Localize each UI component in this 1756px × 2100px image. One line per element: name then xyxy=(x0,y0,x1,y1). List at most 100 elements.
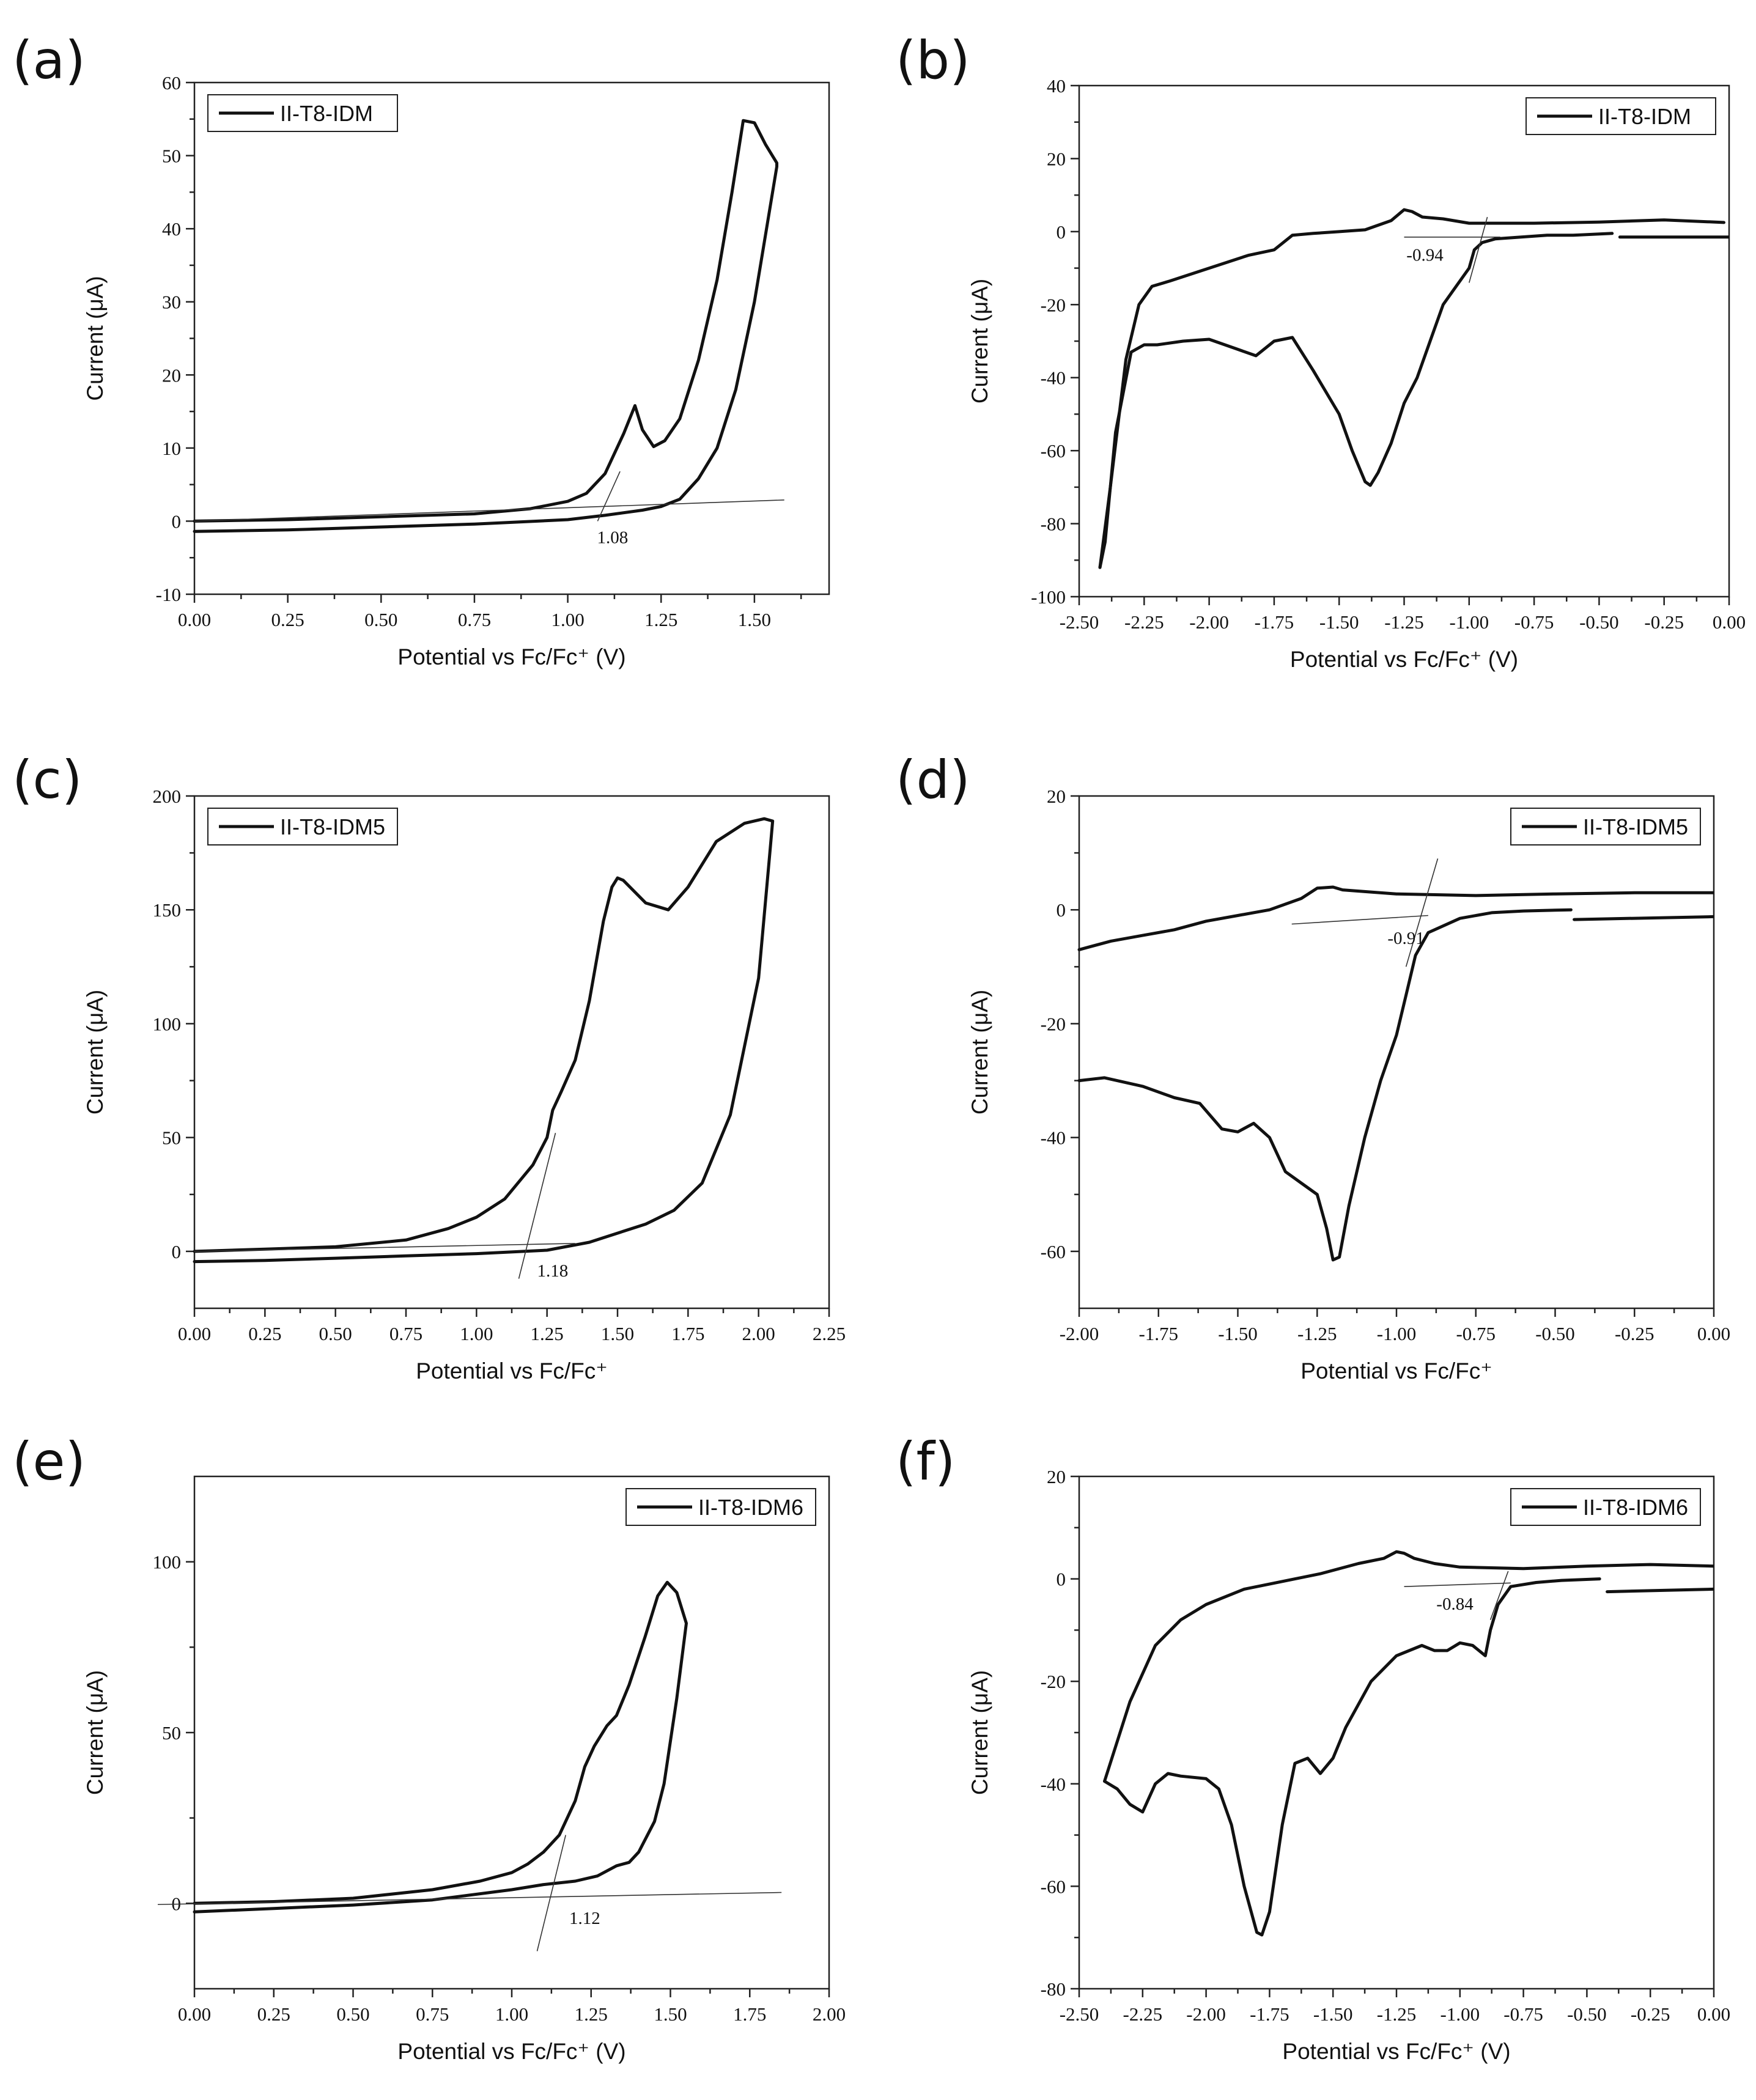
y-tick-label: -100 xyxy=(1031,586,1066,608)
x-tick-label: -1.25 xyxy=(1377,2003,1417,2025)
x-tick-label: 1.75 xyxy=(671,1323,704,1344)
chart-panel-1: (b) -2.50 -2.25 -2.00 -1.75 -1.50 -1.25 -1.00 -0… xyxy=(896,30,1746,672)
legend: II-T8-IDM xyxy=(207,94,398,132)
y-tick-label: 150 xyxy=(153,899,182,921)
x-tick-label: -1.25 xyxy=(1297,1323,1337,1344)
x-tick-label: 0.25 xyxy=(248,1323,281,1344)
y-tick-label: 20 xyxy=(1047,148,1066,169)
y-axis-title: Current (μA) xyxy=(967,279,992,403)
y-tick-label: 200 xyxy=(153,786,182,807)
data-layer xyxy=(193,119,784,533)
x-tick-label: -1.50 xyxy=(1218,1323,1258,1344)
plot-frame xyxy=(1078,795,1715,1310)
y-tick-label: 10 xyxy=(162,438,181,459)
onset-tangent-line xyxy=(1489,1571,1509,1620)
cv-curve-II-T8-IDM5-tail xyxy=(1573,915,1714,921)
x-tick-label: 0.50 xyxy=(319,1323,352,1344)
x-axis-title: Potential vs Fc/Fc⁺ (V) xyxy=(1282,2039,1510,2064)
x-tick-label: -1.50 xyxy=(1319,611,1359,633)
legend-label: II-T8-IDM xyxy=(1598,104,1691,129)
y-tick-label: 20 xyxy=(162,364,181,386)
y-tick-label: 100 xyxy=(153,1013,182,1034)
x-tick-label: -0.50 xyxy=(1535,1323,1575,1344)
x-tick-label: -0.75 xyxy=(1503,2003,1543,2025)
panel-label: (b) xyxy=(896,30,970,91)
legend: II-T8-IDM5 xyxy=(207,808,398,846)
y-tick-label: 20 xyxy=(1047,786,1066,807)
y-tick-label: 20 xyxy=(1047,1466,1066,1487)
y-tick-label: -80 xyxy=(1041,1978,1066,2000)
x-tick-label: 1.25 xyxy=(644,609,677,630)
x-tick-label: -1.00 xyxy=(1450,611,1489,633)
panel-label: (a) xyxy=(12,30,86,91)
y-tick-label: -80 xyxy=(1041,514,1066,535)
x-tick-label: 1.00 xyxy=(551,609,584,630)
chart-panel-0: (a) 0.00 0.25 0.50 0.75 1.00 1.25 1.50 -10 0 10 20 3… xyxy=(12,30,830,669)
y-axis-title: Current (μA) xyxy=(83,990,108,1114)
onset-tangent-line xyxy=(1291,915,1428,925)
x-tick-label: 0.00 xyxy=(1713,611,1746,633)
cv-curve-II-T8-IDM-upper xyxy=(1098,208,1725,569)
y-tick-label: 40 xyxy=(162,218,181,240)
y-tick-label: 100 xyxy=(153,1552,182,1573)
x-tick-label: -1.00 xyxy=(1441,2003,1480,2025)
onset-potential-label: 1.18 xyxy=(537,1261,569,1281)
y-tick-label: 50 xyxy=(162,1127,181,1149)
data-layer xyxy=(1103,1550,1714,1937)
panel-label: (e) xyxy=(12,1431,86,1492)
x-tick-label: 0.50 xyxy=(364,609,397,630)
onset-tangent-line xyxy=(597,471,621,521)
x-tick-label: -0.75 xyxy=(1514,611,1554,633)
y-tick-label: -60 xyxy=(1041,1876,1066,1897)
x-tick-label: -1.25 xyxy=(1384,611,1424,633)
y-axis-title: Current (μA) xyxy=(83,1670,108,1795)
cv-curve-II-T8-IDM5 xyxy=(193,817,775,1264)
y-tick-label: 30 xyxy=(162,292,181,313)
x-tick-label: -1.50 xyxy=(1313,2003,1353,2025)
x-tick-label: 0.00 xyxy=(1697,2003,1730,2025)
onset-potential-label: -0.94 xyxy=(1406,246,1444,265)
x-tick-label: 2.00 xyxy=(742,1323,775,1344)
x-axis-title: Potential vs Fc/Fc⁺ (V) xyxy=(397,644,625,669)
y-tick-label: -20 xyxy=(1041,1013,1066,1034)
x-tick-label: -2.50 xyxy=(1060,2003,1099,2025)
y-tick-label: -10 xyxy=(156,584,181,605)
cv-curve-II-T8-IDM5-lower xyxy=(1077,908,1573,1262)
onset-tangent-line xyxy=(536,1835,566,1951)
y-tick-label: 50 xyxy=(162,1722,181,1744)
onset-potential-label: -0.84 xyxy=(1436,1594,1474,1614)
cv-curve-II-T8-IDM-lower xyxy=(1098,232,1614,569)
x-tick-label: 1.25 xyxy=(575,2003,608,2025)
onset-tangent-line xyxy=(1404,1582,1511,1587)
onset-tangent-line xyxy=(518,1133,556,1279)
x-tick-label: -0.25 xyxy=(1615,1323,1655,1344)
y-tick-label: -40 xyxy=(1041,367,1066,389)
y-tick-label: 0 xyxy=(1057,1569,1066,1590)
data-layer xyxy=(158,1580,782,1951)
plot-frame xyxy=(193,1475,830,1990)
data-layer xyxy=(1098,208,1729,569)
x-tick-label: -0.25 xyxy=(1644,611,1684,633)
chart-panel-2: (c) 0.00 0.25 0.50 0.75 1.00 1.25 1.50 1.75 2.00 2… xyxy=(12,750,846,1383)
y-tick-label: 0 xyxy=(172,1893,182,1914)
x-axis-title: Potential vs Fc/Fc⁺ (V) xyxy=(397,2039,625,2064)
legend: II-T8-IDM xyxy=(1525,97,1716,135)
x-tick-label: 0.00 xyxy=(178,2003,211,2025)
x-tick-label: -2.50 xyxy=(1060,611,1099,633)
x-tick-label: -2.00 xyxy=(1186,2003,1226,2025)
y-tick-label: -20 xyxy=(1041,294,1066,315)
y-tick-label: -60 xyxy=(1041,440,1066,462)
x-tick-label: 1.75 xyxy=(733,2003,766,2025)
legend-label: II-T8-IDM6 xyxy=(698,1495,803,1520)
cv-curve-II-T8-IDM6-tail xyxy=(1606,1587,1714,1594)
legend: II-T8-IDM6 xyxy=(1510,1488,1701,1526)
x-tick-label: -2.25 xyxy=(1123,2003,1163,2025)
plot-frame xyxy=(193,795,830,1310)
onset-tangent-line xyxy=(1405,858,1439,967)
x-tick-label: -0.50 xyxy=(1579,611,1619,633)
y-tick-label: 0 xyxy=(1057,899,1066,921)
onset-potential-label: 1.12 xyxy=(569,1909,600,1928)
y-tick-label: -60 xyxy=(1041,1241,1066,1262)
y-axis-title: Current (μA) xyxy=(967,1670,992,1795)
y-tick-label: -40 xyxy=(1041,1774,1066,1795)
